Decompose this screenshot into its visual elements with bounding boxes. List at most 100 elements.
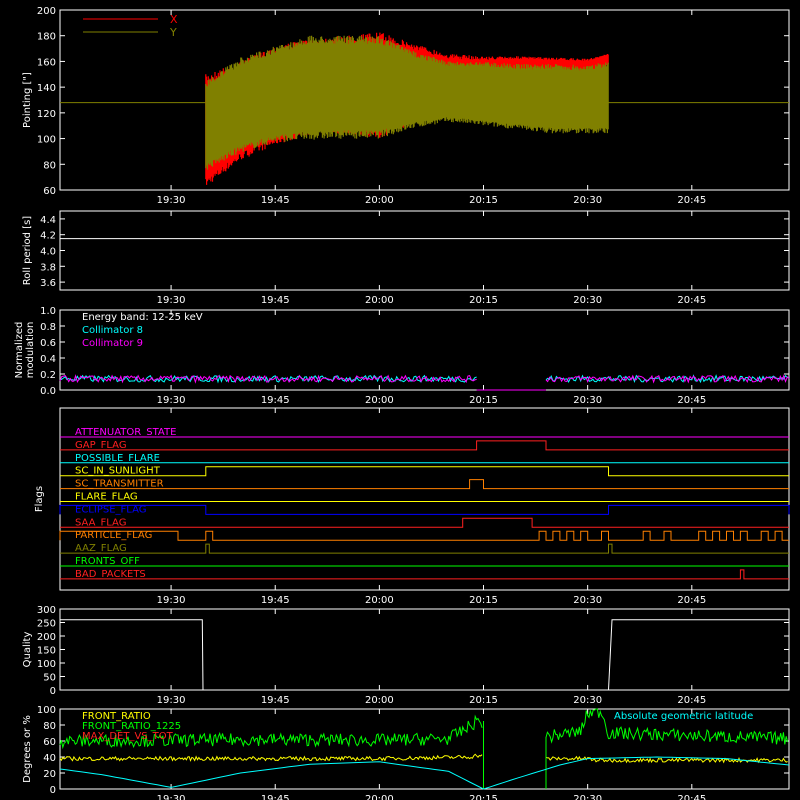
series-front-ratio-1225 bbox=[59, 708, 789, 789]
series-collimator-9 bbox=[59, 374, 790, 391]
y-tick-label: 0.0 bbox=[40, 386, 56, 397]
x-tick-label: 20:00 bbox=[365, 395, 394, 406]
y-tick-label: 0.4 bbox=[40, 354, 56, 365]
x-tick-label: 20:15 bbox=[469, 295, 498, 306]
x-tick-label: 19:45 bbox=[261, 395, 290, 406]
y-axis-label: Normalized bbox=[14, 322, 25, 379]
y-tick-label: 100 bbox=[37, 659, 56, 670]
y-tick-label: 140 bbox=[37, 83, 56, 94]
series-y-band bbox=[205, 35, 609, 170]
plot-frame bbox=[59, 210, 790, 291]
flag-label-eclipse-flag: ECLIPSE_FLAG bbox=[75, 504, 146, 515]
flag-line-sc-in-sunlight bbox=[60, 466, 789, 477]
x-tick-label: 20:15 bbox=[469, 794, 498, 800]
x-tick-label: 19:30 bbox=[157, 295, 186, 306]
x-tick-label: 20:30 bbox=[573, 794, 602, 800]
x-tick-label: 20:00 bbox=[365, 195, 394, 206]
flag-line-saa-flag bbox=[60, 517, 789, 528]
x-tick-label: 20:45 bbox=[677, 695, 706, 706]
flag-line-bad-packets bbox=[60, 569, 789, 580]
x-tick-label: 19:30 bbox=[157, 695, 186, 706]
x-tick-label: 20:15 bbox=[469, 395, 498, 406]
x-tick-label: 19:45 bbox=[261, 295, 290, 306]
flag-line-particle-flag bbox=[59, 530, 789, 541]
x-tick-label: 20:00 bbox=[365, 794, 394, 800]
plot-frame bbox=[59, 608, 790, 691]
flag-label-saa-flag: SAA_FLAG bbox=[75, 517, 126, 528]
x-tick-label: 20:15 bbox=[469, 595, 498, 606]
flag-label-attenuator-state: ATTENUATOR_STATE bbox=[75, 427, 176, 438]
flag-label-particle-flag: PARTICLE_FLAG bbox=[75, 530, 152, 541]
legend-label-y: Y bbox=[169, 26, 177, 39]
y-tick-label: 4.2 bbox=[40, 231, 56, 242]
panel-flags: 19:30 19:45 20:00 20:15 20:30 20:45 Flags ATTEN… bbox=[34, 407, 790, 606]
plot-frame bbox=[59, 407, 790, 591]
x-tick-label: 20:30 bbox=[573, 195, 602, 206]
y-axis-label: Pointing ["] bbox=[22, 72, 33, 128]
x-tick-label: 20:45 bbox=[677, 395, 706, 406]
x-tick-label: 20:15 bbox=[469, 695, 498, 706]
quality-line bbox=[60, 619, 789, 691]
x-tick-label: 19:45 bbox=[261, 695, 290, 706]
panel-ratios: 19:30 19:45 20:00 20:15 20:30 20:45 0 20 40 60 80 1… bbox=[22, 705, 790, 800]
y-tick-label: 50 bbox=[43, 673, 56, 684]
legend-label-front-ratio: FRONT_RATIO bbox=[82, 711, 151, 722]
annotation-collimator-8: Collimator 8 bbox=[82, 325, 143, 336]
x-tick-label: 20:30 bbox=[573, 295, 602, 306]
y-tick-label: 200 bbox=[37, 632, 56, 643]
x-tick-label: 20:00 bbox=[365, 595, 394, 606]
plot-frame bbox=[59, 708, 790, 790]
y-axis-label: Degrees or % bbox=[22, 715, 33, 783]
x-tick-label: 19:30 bbox=[157, 794, 186, 800]
y-tick-label: 120 bbox=[37, 109, 56, 120]
x-tick-label: 19:30 bbox=[157, 595, 186, 606]
series-absolute-geometric-latitude bbox=[59, 756, 790, 790]
y-tick-label: 250 bbox=[37, 619, 56, 630]
flag-line-sc-transmitter bbox=[60, 479, 789, 490]
x-tick-label: 19:45 bbox=[261, 794, 290, 800]
y-tick-label: 0 bbox=[50, 686, 56, 697]
flag-label-bad-packets: BAD_PACKETS bbox=[75, 569, 146, 580]
y-tick-label: 0.2 bbox=[40, 370, 56, 381]
y-axis-label: Quality bbox=[22, 632, 33, 668]
y-tick-label: 300 bbox=[37, 605, 56, 616]
x-tick-label: 20:45 bbox=[677, 295, 706, 306]
y-tick-label: 60 bbox=[43, 186, 56, 197]
x-tick-label: 20:45 bbox=[677, 195, 706, 206]
y-tick-label: 150 bbox=[37, 646, 56, 657]
y-tick-label: 100 bbox=[37, 135, 56, 146]
y-tick-label: 4.0 bbox=[40, 247, 56, 258]
x-tick-label: 20:45 bbox=[677, 595, 706, 606]
y-tick-label: 100 bbox=[37, 705, 56, 716]
panel-roll: 19:30 19:45 20:00 20:15 20:30 20:45 3.6 3.8 4.0 4… bbox=[22, 210, 790, 306]
y-tick-label: 3.6 bbox=[40, 278, 56, 289]
x-tick-label: 20:30 bbox=[573, 395, 602, 406]
panel-modulation: 19:30 19:45 20:00 20:15 20:30 20:45 0.0 0.2 0.4 0… bbox=[14, 306, 790, 406]
y-tick-label: 1.0 bbox=[40, 306, 56, 317]
y-tick-label: 20 bbox=[43, 769, 56, 780]
x-tick-label: 19:45 bbox=[261, 595, 290, 606]
x-tick-label: 19:30 bbox=[157, 195, 186, 206]
x-tick-label: 19:45 bbox=[261, 195, 290, 206]
y-axis-label: Roll period [s] bbox=[22, 216, 33, 285]
y-tick-label: 40 bbox=[43, 753, 56, 764]
y-tick-label: 0.6 bbox=[40, 338, 56, 349]
x-tick-label: 20:15 bbox=[469, 195, 498, 206]
y-axis-label: modulation bbox=[25, 322, 36, 379]
plot-frame bbox=[59, 309, 790, 391]
x-tick-label: 19:30 bbox=[157, 395, 186, 406]
flag-label-flare-flag: FLARE_FLAG bbox=[75, 492, 138, 503]
legend-label-x: X bbox=[170, 13, 178, 26]
annotation-collimator-9: Collimator 9 bbox=[82, 338, 143, 349]
plot-frame bbox=[59, 9, 790, 191]
flag-label-sc-transmitter: SC_TRANSMITTER bbox=[75, 479, 164, 490]
x-tick-label: 20:30 bbox=[573, 695, 602, 706]
annotation-geometric-latitude: Absolute geometric latitude bbox=[614, 711, 753, 722]
series-front-ratio bbox=[59, 753, 788, 764]
flag-label-fronts-off: FRONTS_OFF bbox=[75, 556, 140, 567]
y-tick-label: 4.4 bbox=[40, 215, 56, 226]
panel-pointing: 19:30 19:45 20:00 20:15 20:30 20:45 60 80 100 120… bbox=[22, 6, 790, 206]
y-tick-label: 0.8 bbox=[40, 322, 56, 333]
x-tick-label: 20:45 bbox=[677, 794, 706, 800]
